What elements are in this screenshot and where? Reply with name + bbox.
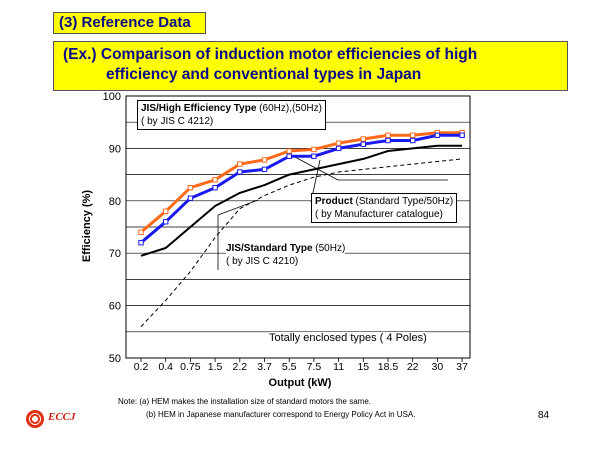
annotation-high-efficiency-rest: (60Hz),(50Hz) [256, 103, 322, 114]
annotation-jis-standard-sub: ( by JIS C 4210) [226, 256, 299, 267]
data-point [187, 195, 194, 201]
series-line [140, 133, 463, 244]
data-point [385, 132, 391, 139]
annotation-product-sub: ( by Manufacturer catalogue) [315, 209, 443, 220]
note-line-2: (b) HEM in Japanese manufacturer corresp… [146, 410, 416, 419]
data-point [311, 146, 317, 153]
annotation-jis-standard: JIS/Standard Type (50Hz) ( by JIS C 4210… [226, 242, 346, 268]
data-point [335, 145, 342, 152]
x-tick-label: 0.4 [158, 361, 173, 373]
y-tick-label: 70 [109, 248, 121, 260]
eccj-logo-icon [26, 410, 44, 428]
data-point [261, 157, 268, 163]
section-label: (3) Reference Data [53, 12, 206, 34]
data-point [163, 219, 169, 225]
data-point [261, 166, 268, 173]
page-number: 84 [538, 410, 550, 421]
annotation-enclosure: Totally enclosed types ( 4 Poles) [269, 332, 427, 345]
x-tick-label: 5.5 [282, 361, 297, 373]
data-point [212, 177, 218, 183]
annotation-jis-standard-rest: (50Hz) [312, 243, 346, 254]
y-tick-label: 60 [109, 301, 121, 313]
note-line-1: Note: (a) HEM makes the installation siz… [118, 397, 371, 406]
y-tick-label: 90 [109, 143, 121, 155]
annotation-high-efficiency-sub: ( by JIS C 4212) [141, 116, 214, 127]
data-point [360, 136, 367, 142]
x-tick-label: 22 [407, 361, 419, 373]
annotation-jis-standard-bold: JIS/Standard Type [226, 243, 313, 254]
data-point [138, 229, 144, 235]
x-tick-label: 30 [432, 361, 444, 373]
x-tick-label: 37 [456, 361, 468, 373]
data-point [335, 140, 342, 146]
data-point [385, 137, 391, 144]
x-tick-label: 2.2 [232, 361, 247, 373]
callout-line-standard [217, 199, 259, 216]
title-line-2: efficiency and conventional types in Jap… [106, 66, 422, 83]
y-tick-label: 50 [109, 353, 121, 365]
data-point [311, 153, 317, 159]
data-point [360, 141, 367, 147]
data-point [138, 240, 144, 246]
eccj-logo: ECCJ [26, 410, 90, 428]
y-axis-label: Efficiency (%) [81, 189, 93, 263]
data-point [237, 161, 243, 167]
x-tick-label: 3.7 [257, 361, 272, 373]
series-line [140, 144, 463, 257]
annotation-product-rest: (Standard Type/50Hz) [352, 196, 454, 207]
data-point [410, 132, 416, 139]
x-tick-label: 18.5 [378, 361, 399, 373]
annotation-high-efficiency: JIS/High Efficiency Type (60Hz),(50Hz) (… [137, 100, 326, 130]
y-tick-label: 80 [109, 196, 121, 208]
data-point [286, 148, 292, 154]
eccj-logo-text: ECCJ [48, 411, 76, 423]
page-title: (Ex.) Comparison of induction motor effi… [53, 41, 568, 91]
data-point [434, 132, 441, 139]
x-tick-label: 11 [333, 361, 344, 373]
x-tick-label: 0.2 [134, 361, 149, 373]
series-line [140, 131, 463, 234]
data-point [187, 185, 194, 191]
data-point [212, 185, 218, 191]
x-axis-label: Output (kW) [268, 377, 332, 389]
data-point [286, 153, 292, 159]
annotation-product: Product (Standard Type/50Hz) ( by Manufa… [311, 193, 458, 223]
data-point [237, 169, 243, 175]
x-tick-label: 7.5 [307, 361, 322, 373]
annotation-product-bold: Product [315, 196, 353, 207]
annotation-high-efficiency-bold: JIS/High Efficiency Type [141, 103, 257, 114]
series-line [140, 158, 463, 327]
title-line-1: (Ex.) Comparison of induction motor effi… [63, 46, 478, 63]
y-tick-label: 100 [103, 91, 121, 103]
x-tick-label: 1.5 [208, 361, 223, 373]
data-point [410, 137, 416, 144]
data-point [459, 132, 465, 139]
x-tick-label: 0.75 [180, 361, 201, 373]
x-tick-label: 15 [357, 361, 369, 373]
data-point [163, 208, 169, 214]
